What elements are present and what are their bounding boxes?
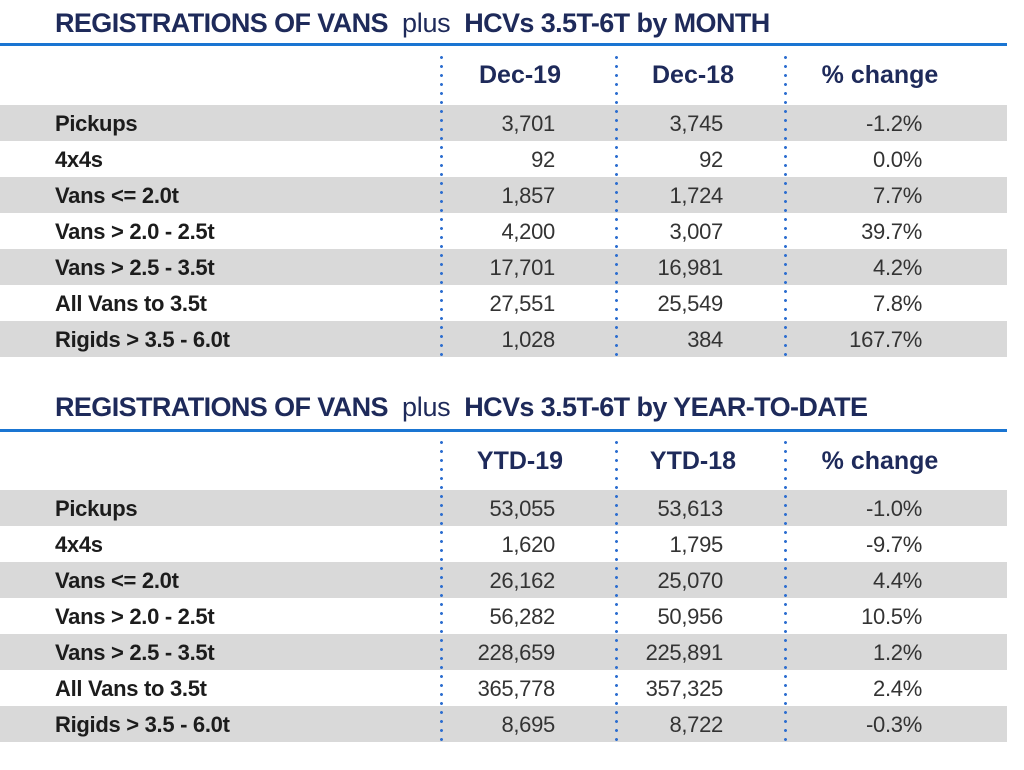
table-row: Rigids > 3.5 - 6.0t 1,028 384 167.7% — [0, 321, 1007, 357]
table-row: 4x4s 1,620 1,795 -9.7% — [0, 526, 1007, 562]
cell-value: 225,891 — [645, 640, 724, 665]
column-separator-dotted — [784, 441, 787, 746]
cell-value: 1.2% — [873, 640, 922, 665]
cell-value: 1,857 — [501, 183, 555, 208]
cell-value: 7.8% — [873, 291, 922, 316]
row-label: 4x4s — [55, 147, 103, 172]
title-rule — [0, 429, 1007, 432]
cell-value: 3,701 — [501, 111, 555, 136]
cell-value: 50,956 — [657, 604, 724, 629]
cell-value: 2.4% — [873, 676, 922, 701]
cell-value: 92 — [531, 147, 555, 172]
cell-value: 8,695 — [501, 712, 555, 737]
cell-value: 0.0% — [873, 147, 922, 172]
cell-value: 25,549 — [657, 291, 724, 316]
title-segment-bold: REGISTRATIONS OF VANS — [55, 392, 389, 422]
cell-value: 10.5% — [861, 604, 922, 629]
row-label: Vans > 2.0 - 2.5t — [55, 604, 215, 629]
row-label: Vans <= 2.0t — [55, 568, 179, 593]
table-row: Vans <= 2.0t 26,162 25,070 4.4% — [0, 562, 1007, 598]
row-label: Vans > 2.5 - 3.5t — [55, 255, 215, 280]
cell-value: 39.7% — [861, 219, 922, 244]
cell-value: 3,745 — [669, 111, 723, 136]
cell-value: 17,701 — [489, 255, 556, 280]
column-separator-dotted — [615, 441, 618, 746]
table-row: Pickups 3,701 3,745 -1.2% — [0, 105, 1007, 141]
column-header-pct-change: % change — [821, 61, 939, 89]
cell-value: 53,055 — [489, 496, 556, 521]
cell-value: 8,722 — [669, 712, 723, 737]
cell-value: 4.4% — [873, 568, 922, 593]
cell-value: 92 — [699, 147, 723, 172]
table-row: All Vans to 3.5t 27,551 25,549 7.8% — [0, 285, 1007, 321]
column-header-pct-change: % change — [821, 447, 939, 475]
row-label: Vans > 2.5 - 3.5t — [55, 640, 215, 665]
row-label: Vans <= 2.0t — [55, 183, 179, 208]
page-title-ytd: REGISTRATIONS OF VANS plus HCVs 3.5T-6T … — [55, 392, 868, 423]
cell-value: 4,200 — [501, 219, 555, 244]
row-label: Rigids > 3.5 - 6.0t — [55, 712, 230, 737]
row-label: Rigids > 3.5 - 6.0t — [55, 327, 230, 352]
cell-value: 16,981 — [657, 255, 724, 280]
column-separator-dotted — [440, 441, 443, 746]
cell-value: 53,613 — [657, 496, 724, 521]
title-segment-light — [395, 8, 402, 38]
cell-value: -1.0% — [866, 496, 922, 521]
column-separator-dotted — [615, 56, 618, 361]
cell-value: -0.3% — [866, 712, 922, 737]
column-separator-dotted — [440, 56, 443, 361]
cell-value: -1.2% — [866, 111, 922, 136]
cell-value: 26,162 — [489, 568, 556, 593]
column-header-dec18: Dec-18 — [652, 61, 734, 89]
title-segment-light — [395, 392, 402, 422]
cell-value: 228,659 — [477, 640, 556, 665]
row-label: 4x4s — [55, 532, 103, 557]
table-row: Vans > 2.5 - 3.5t 17,701 16,981 4.2% — [0, 249, 1007, 285]
column-separator-dotted — [784, 56, 787, 361]
column-header-dec19: Dec-19 — [479, 61, 561, 89]
title-word-plus: plus — [402, 392, 451, 422]
row-label: All Vans to 3.5t — [55, 291, 207, 316]
table-row: 4x4s 92 92 0.0% — [0, 141, 1007, 177]
title-segment-bold: REGISTRATIONS OF VANS — [55, 8, 389, 38]
table-row: Vans > 2.5 - 3.5t 228,659 225,891 1.2% — [0, 634, 1007, 670]
table-row: Pickups 53,055 53,613 -1.0% — [0, 490, 1007, 526]
cell-value: 1,620 — [501, 532, 555, 557]
title-rule — [0, 43, 1007, 46]
cell-value: 365,778 — [477, 676, 556, 701]
title-segment-bold2-text: HCVs 3.5T-6T by YEAR-TO-DATE — [464, 392, 868, 422]
table-row: Vans > 2.0 - 2.5t 56,282 50,956 10.5% — [0, 598, 1007, 634]
cell-value: 27,551 — [489, 291, 556, 316]
cell-value: 1,795 — [669, 532, 723, 557]
table-row: Vans <= 2.0t 1,857 1,724 7.7% — [0, 177, 1007, 213]
table-row: All Vans to 3.5t 365,778 357,325 2.4% — [0, 670, 1007, 706]
cell-value: 167.7% — [849, 327, 922, 352]
table-row: Rigids > 3.5 - 6.0t 8,695 8,722 -0.3% — [0, 706, 1007, 742]
cell-value: 25,070 — [657, 568, 724, 593]
column-header-ytd18: YTD-18 — [649, 447, 737, 475]
cell-value: 357,325 — [645, 676, 724, 701]
cell-value: -9.7% — [866, 532, 922, 557]
row-label: Vans > 2.0 - 2.5t — [55, 219, 215, 244]
cell-value: 1,724 — [669, 183, 723, 208]
cell-value: 384 — [687, 327, 723, 352]
row-label: Pickups — [55, 496, 138, 521]
column-header-ytd19: YTD-19 — [476, 447, 564, 475]
cell-value: 56,282 — [489, 604, 556, 629]
page-title-month: REGISTRATIONS OF VANS plus HCVs 3.5T-6T … — [55, 8, 770, 39]
cell-value: 1,028 — [501, 327, 555, 352]
cell-value: 7.7% — [873, 183, 922, 208]
title-segment-bold2-text: HCVs 3.5T-6T by MONTH — [464, 8, 770, 38]
row-label: Pickups — [55, 111, 138, 136]
cell-value: 4.2% — [873, 255, 922, 280]
title-word-plus: plus — [402, 8, 451, 38]
cell-value: 3,007 — [669, 219, 723, 244]
row-label: All Vans to 3.5t — [55, 676, 207, 701]
table-row: Vans > 2.0 - 2.5t 4,200 3,007 39.7% — [0, 213, 1007, 249]
